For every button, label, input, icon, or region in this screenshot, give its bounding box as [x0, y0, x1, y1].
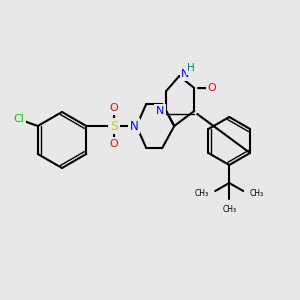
Text: N: N [156, 106, 164, 116]
Text: Cl: Cl [13, 114, 24, 124]
Text: O: O [110, 103, 118, 113]
Text: O: O [110, 139, 118, 149]
Text: O: O [208, 83, 217, 93]
Text: CH₃: CH₃ [249, 188, 263, 197]
Text: H: H [187, 63, 195, 73]
Text: N: N [130, 119, 139, 133]
Text: S: S [110, 119, 118, 133]
Text: N: N [181, 69, 190, 79]
Text: CH₃: CH₃ [195, 188, 209, 197]
Text: CH₃: CH₃ [222, 205, 236, 214]
